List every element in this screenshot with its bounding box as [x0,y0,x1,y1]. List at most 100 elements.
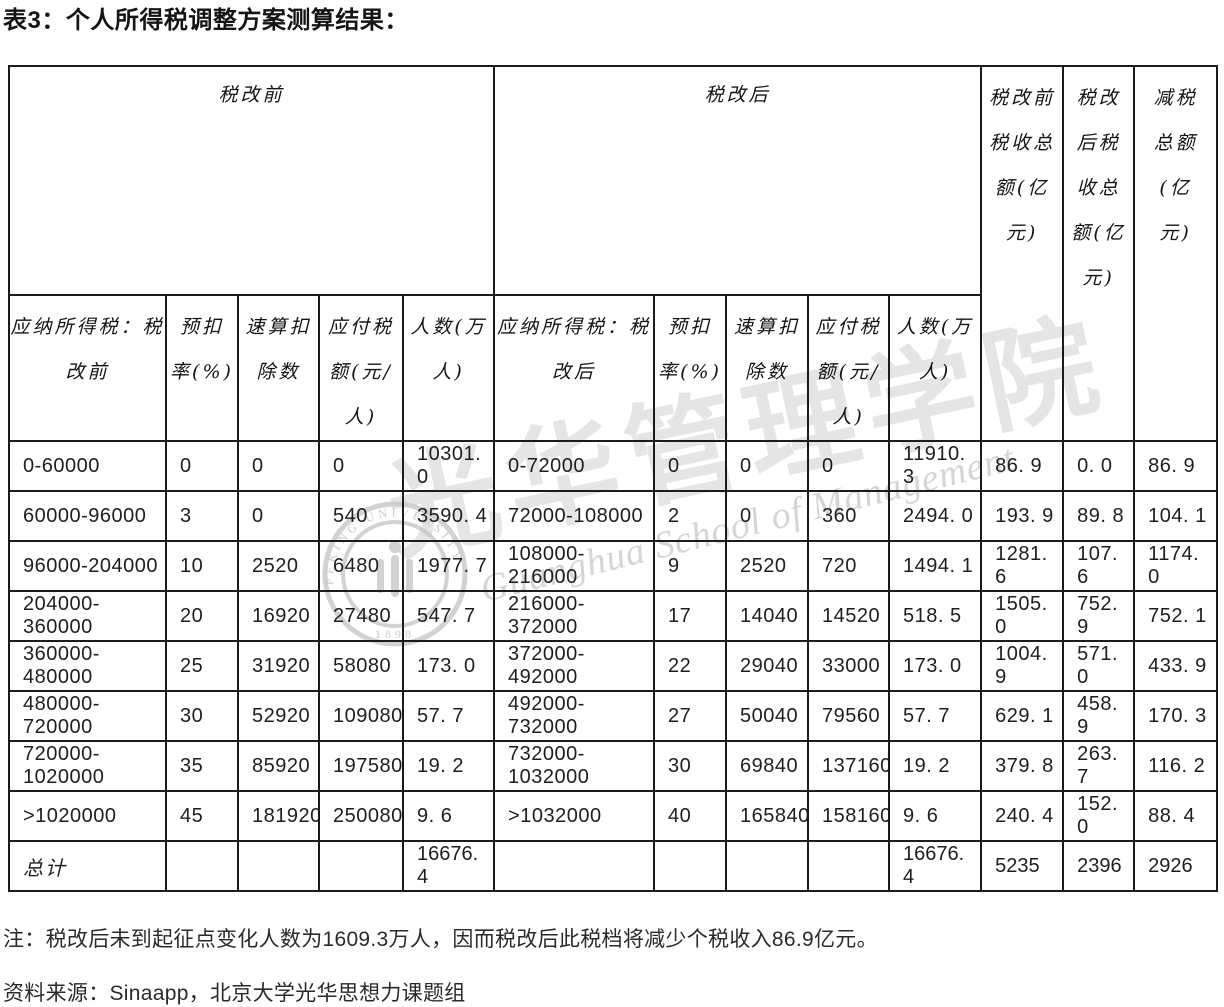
table-cell: 58080 [318,640,404,692]
table-cell: 10301. 0 [401,440,496,492]
document-page: 表3：个人所得税调整方案测算结果： PEKING UNIVERSITY 1898… [3,7,1219,1005]
table-cell: 0 [237,490,320,542]
table-cell: 11910. 3 [888,440,983,492]
total-cell: 16676. 4 [888,840,983,892]
total-cell: 5235 [980,840,1065,892]
table-cell: 0 [725,490,810,542]
table-cell: 629. 1 [980,690,1065,742]
table-cell: 3590. 4 [401,490,496,542]
table-cell: 518. 5 [888,590,983,642]
table-cell: 30 [165,690,239,742]
table-row: 60000-96000 3 0 540 3590. 4 72000-108000 2 0 360… [8,490,1219,542]
col-header: 人数(万 人) [888,294,983,442]
table-cell: 57. 7 [401,690,496,742]
table-row: 0-60000 0 0 0 10301. 0 0-72000 0 0 0 11910. 3 86. … [8,440,1219,492]
table-cell: 732000-1032000 [493,740,656,792]
group-header-before: 税改前 [7,65,496,296]
table-cell: >1032000 [493,790,656,842]
table-cell: 1174. 0 [1133,540,1219,592]
table-cell: 40 [653,790,728,842]
table-cell: 27480 [318,590,404,642]
table-cell: 107. 6 [1062,540,1136,592]
table-cell: 240. 4 [980,790,1065,842]
table-cell: 30 [653,740,728,792]
table-cell: 2494. 0 [888,490,983,542]
table-cell: >1020000 [8,790,167,842]
table-cell: 86. 9 [1133,440,1219,492]
header-row-groups: 税改前 税改后 税改前 税收总 额(亿 元) 税改 后税 收总 额(亿 元) 减… [7,65,1219,442]
table-cell: 20 [165,590,239,642]
table-cell: 547. 7 [401,590,496,642]
source-note: 资料来源：Sinaapp，北京大学光华思想力课题组 [3,982,466,1005]
table-cell: 360000-480000 [8,640,167,692]
table-cell: 173. 0 [888,640,983,692]
total-cell: 16676. 4 [401,840,496,892]
table-cell: 0 [653,440,728,492]
table-cell: 9. 6 [401,790,496,842]
table-cell: 250080 [318,790,404,842]
table-cell: 31920 [237,640,320,692]
col-header: 人数(万 人) [401,294,496,442]
table-cell: 492000-732000 [493,690,656,742]
table-cell: 108000-216000 [493,540,656,592]
table-cell: 16920 [237,590,320,642]
table-cell: 458. 9 [1062,690,1136,742]
footnote: 注：税改后未到起征点变化人数为1609.3万人，因而税改后此税档将减少个税收入8… [3,928,878,951]
table-cell: 45 [165,790,239,842]
total-cell [318,840,404,892]
table-cell: 85920 [237,740,320,792]
table-cell: 720000-1020000 [8,740,167,792]
table-cell: 25 [165,640,239,692]
table-row: 204000-360000 20 16920 27480 547. 7 216000-37… [8,590,1219,642]
table-cell: 372000-492000 [493,640,656,692]
col-header: 应付税 额(元/ 人) [318,294,404,442]
table-cell: 204000-360000 [8,590,167,642]
table-cell: 50040 [725,690,810,742]
table-cell: 720 [807,540,891,592]
table-cell: 22 [653,640,728,692]
table-cell: 193. 9 [980,490,1065,542]
total-cell [653,840,728,892]
table-cell: 57. 7 [888,690,983,742]
total-cell [493,840,656,892]
col-header: 速算扣 除数 [725,294,810,442]
table-cell: 6480 [318,540,404,592]
col-header: 预扣 率(%) [653,294,728,442]
table-cell: 14520 [807,590,891,642]
summary-header-tax-cut-total: 减税 总额 (亿 元) [1133,65,1219,442]
table-cell: 3 [165,490,239,542]
table-cell: 1281. 6 [980,540,1065,592]
table-cell: 88. 4 [1133,790,1219,842]
table-cell: 0. 0 [1062,440,1136,492]
table-cell: 158160 [807,790,891,842]
total-cell [237,840,320,892]
header-row-columns: 应纳所得税：税 改前 预扣 率(%) 速算扣 除数 应付税 额(元/ 人) 人数… [8,294,1217,442]
table-cell: 752. 1 [1133,590,1219,642]
table-cell: 104. 1 [1133,490,1219,542]
table-cell: 35 [165,740,239,792]
summary-header-post-reform-total: 税改 后税 收总 额(亿 元) [1062,65,1136,442]
table-cell: 52920 [237,690,320,742]
total-cell: 2926 [1133,840,1219,892]
table-title: 表3：个人所得税调整方案测算结果： [3,7,409,34]
table-row: 360000-480000 25 31920 58080 173. 0 372000-49… [8,640,1219,692]
table-cell: 10 [165,540,239,592]
total-cell [807,840,891,892]
table-cell: 60000-96000 [8,490,167,542]
table-row: 480000-720000 30 52920 109080 57. 7 492000-73… [8,690,1219,742]
table-cell: 14040 [725,590,810,642]
table-cell: 96000-204000 [8,540,167,592]
table-cell: 0 [318,440,404,492]
table-cell: 116. 2 [1133,740,1219,792]
table-cell: 17 [653,590,728,642]
total-cell [165,840,239,892]
table-cell: 170. 3 [1133,690,1219,742]
table-row: >1020000 45 181920 250080 9. 6 >1032000 40 1658… [8,790,1219,842]
table-cell: 69840 [725,740,810,792]
table-cell: 33000 [807,640,891,692]
table-cell: 571. 0 [1062,640,1136,692]
total-label-cell: 总计 [8,840,167,892]
table-cell: 540 [318,490,404,542]
table-cell: 27 [653,690,728,742]
table-cell: 0 [807,440,891,492]
